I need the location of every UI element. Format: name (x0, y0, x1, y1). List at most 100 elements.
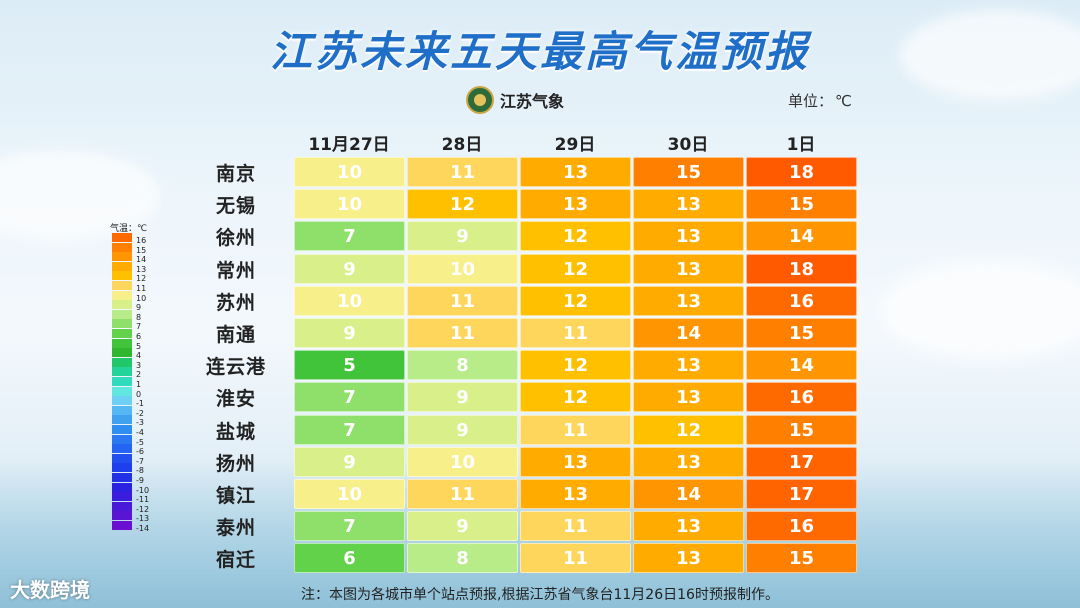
temperature-cell: 11 (407, 479, 518, 509)
temperature-cell: 15 (746, 318, 857, 348)
legend-swatch (112, 367, 132, 377)
temperature-cell: 17 (746, 446, 857, 477)
temperature-cell: 15 (746, 189, 857, 220)
legend-swatch (112, 290, 132, 300)
unit-label: 单位： ℃ (788, 90, 852, 111)
city-label: 淮安 (215, 388, 256, 411)
temperature-cell: 13 (520, 479, 631, 509)
legend-swatch (112, 425, 132, 434)
temperature-cell: 10 (294, 285, 405, 316)
legend-swatch (112, 501, 132, 511)
temperature-cell: 13 (633, 511, 744, 542)
temperature-cell: 11 (520, 543, 631, 574)
legend-label: -13 (136, 514, 150, 524)
legend-swatch (112, 281, 132, 290)
temperature-cell: 13 (520, 189, 631, 220)
column-header: 1日 (786, 135, 816, 155)
legend-swatch (112, 338, 132, 348)
temperature-cell: 13 (633, 285, 744, 316)
legend-label: -2 (136, 408, 144, 418)
legend-swatch (112, 319, 132, 329)
legend-label: -10 (136, 485, 150, 495)
legend-swatch (112, 386, 132, 396)
temperature-cell: 12 (520, 221, 631, 252)
legend-swatch (112, 473, 132, 482)
temperature-cell: 10 (294, 189, 405, 220)
background-cloud (900, 10, 1080, 100)
temperature-cell: 8 (407, 543, 518, 574)
city-label: 常州 (215, 259, 256, 282)
temperature-cell: 12 (520, 285, 631, 316)
temperature-cell: 9 (407, 221, 518, 252)
temperature-cell: 16 (746, 382, 857, 413)
temperature-cell: 9 (294, 253, 405, 284)
temperature-cell: 14 (746, 221, 857, 252)
temperature-cell: 9 (407, 382, 518, 413)
logo-text: 江苏气象 (500, 92, 565, 111)
legend-label: -8 (136, 466, 144, 476)
temperature-cell: 9 (294, 318, 405, 348)
legend-swatch (112, 252, 132, 262)
city-label: 宿迁 (215, 549, 256, 572)
logo: 江苏气象 (466, 86, 564, 114)
city-label: 南京 (215, 163, 256, 185)
legend-label: 2 (136, 370, 142, 380)
temperature-cell: 17 (746, 479, 857, 509)
city-label: 连云港 (205, 356, 266, 379)
temperature-cell: 7 (294, 511, 405, 542)
emblem-icon (466, 86, 494, 114)
legend-label: -11 (136, 495, 150, 505)
temperature-cell: 8 (407, 350, 518, 381)
legend-label: 8 (136, 312, 142, 322)
legend-label: -3 (136, 418, 144, 428)
legend-swatch (112, 357, 132, 367)
temperature-cell: 10 (407, 446, 518, 477)
legend-swatch (112, 511, 132, 521)
temperature-cell: 14 (746, 350, 857, 381)
legend-swatch (112, 271, 132, 281)
temperature-cell: 6 (294, 543, 405, 574)
legend-swatch (112, 482, 132, 492)
legend-swatch (112, 261, 132, 271)
legend-swatch (112, 521, 132, 530)
legend-swatch (112, 444, 132, 454)
temperature-cell: 11 (407, 285, 518, 316)
temperature-cell: 12 (520, 253, 631, 284)
unit-prefix: 单位： (788, 92, 834, 110)
legend-swatch (112, 463, 132, 473)
temperature-cell: 13 (633, 253, 744, 284)
temperature-cell: 9 (294, 446, 405, 477)
legend-label: 3 (136, 360, 142, 370)
temperature-cell: 14 (633, 479, 744, 509)
temperature-cell: 7 (294, 414, 405, 445)
legend-label: 14 (136, 255, 147, 265)
temperature-cell: 15 (633, 157, 744, 187)
legend-title: 气温：℃ (110, 224, 148, 234)
background-cloud (880, 260, 1080, 360)
city-label: 无锡 (215, 195, 256, 218)
temperature-cell: 10 (294, 479, 405, 509)
legend-swatch (112, 396, 132, 406)
legend-label: 9 (136, 303, 142, 313)
column-header: 28日 (441, 135, 483, 155)
temperature-cell: 9 (407, 511, 518, 542)
city-label: 苏州 (215, 291, 256, 314)
legend-swatch (112, 300, 132, 310)
city-label: 扬州 (215, 452, 256, 475)
temperature-cell: 18 (746, 157, 857, 187)
legend-swatch (112, 415, 132, 425)
legend-label: -5 (136, 437, 144, 447)
temperature-cell: 12 (633, 414, 744, 445)
legend-label: -9 (136, 476, 144, 485)
temperature-cell: 10 (294, 157, 405, 187)
temperature-cell: 11 (407, 318, 518, 348)
legend-label: 11 (136, 284, 147, 293)
temperature-cell: 10 (407, 253, 518, 284)
temperature-cell: 5 (294, 350, 405, 381)
legend-swatch (112, 453, 132, 463)
temperature-cell: 13 (520, 446, 631, 477)
legend-label: 12 (136, 274, 147, 284)
legend-label: -1 (136, 399, 144, 409)
legend-label: 1 (136, 380, 142, 389)
temperature-cell: 12 (520, 382, 631, 413)
